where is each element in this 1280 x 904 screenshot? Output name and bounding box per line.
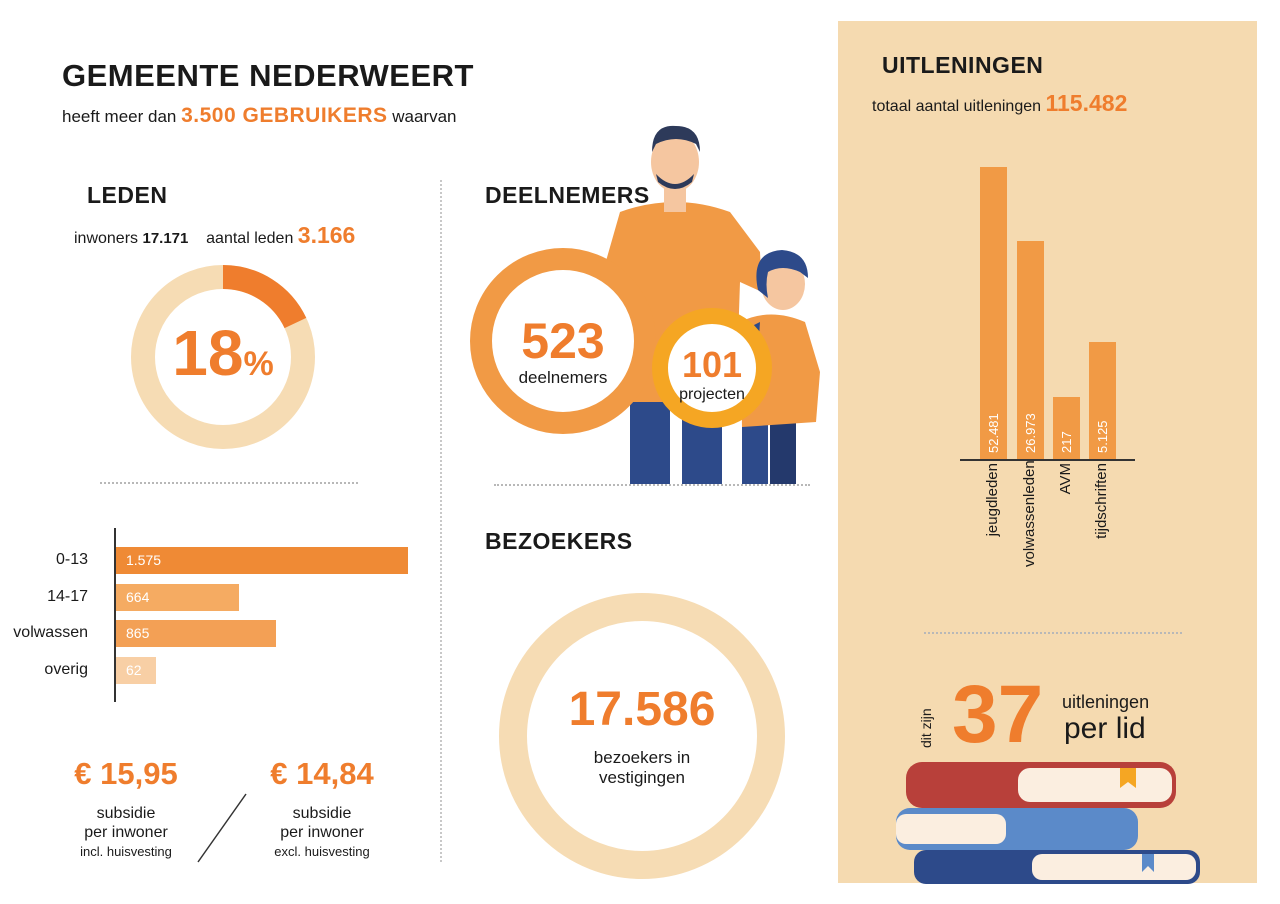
adult-beard — [656, 174, 694, 189]
subsidie-excl-line3: excl. huisvesting — [274, 844, 370, 859]
divider-leden — [100, 482, 358, 484]
subsidie-incl-line1: subsidie — [96, 805, 156, 822]
slash-divider — [197, 793, 247, 863]
divider-vertical — [440, 180, 442, 862]
per-lid-prefix: dit zijn — [918, 708, 934, 748]
uitleningen-total-value: 115.482 — [1045, 90, 1128, 116]
vbar-value-label: 217 — [1059, 431, 1074, 453]
hbar-category-label: volwassen — [13, 624, 88, 641]
page-title: GEMEENTE NEDERWEERT — [62, 58, 474, 93]
bookmark-blue-icon — [1142, 854, 1154, 872]
percentage-value: 18 — [172, 317, 244, 389]
hbar-value-label: 865 — [126, 625, 150, 641]
deelnemers-label: deelnemers — [518, 368, 608, 387]
donut-slice-leden — [131, 265, 315, 449]
leden-percentage: 18% — [127, 316, 319, 390]
hbar-bar: 62 — [116, 656, 156, 684]
bezoekers-label-line1: bezoekers in — [593, 748, 691, 767]
vbar-category-label: AVM — [1057, 463, 1074, 495]
subsidie-excl-value: € 14,84 — [270, 756, 374, 791]
projecten-ring — [652, 308, 772, 428]
vbar-value-label: 26.973 — [1023, 413, 1038, 453]
percent-sign: % — [243, 345, 274, 383]
hbar-bar: 1.575 — [116, 547, 408, 574]
adult-hair — [652, 125, 700, 152]
hbar-axis — [114, 528, 116, 702]
child-hair — [756, 250, 808, 298]
bookmark-icon — [1120, 768, 1136, 788]
deelnemers-value: 523 — [521, 313, 605, 369]
subsidie-excl-text: subsidie per inwoner excl. huisvesting — [252, 804, 392, 861]
uitleningen-total: totaal aantal uitleningen 115.482 — [872, 90, 1127, 117]
adult-face — [651, 132, 699, 192]
adult-leg-left — [630, 392, 670, 484]
uitleningen-total-label: totaal aantal uitleningen — [872, 98, 1042, 115]
aantal-leden-value: 3.166 — [297, 222, 356, 248]
child-leg-right — [770, 422, 796, 484]
uitleningen-panel — [838, 21, 1257, 883]
subtitle-pre: heeft meer dan — [62, 107, 177, 126]
vbar-bar — [1089, 341, 1116, 459]
subsidie-incl-value: € 15,95 — [74, 756, 178, 791]
bezoekers-ring — [499, 593, 785, 879]
uitleningen-heading: UITLENINGEN — [882, 52, 1044, 78]
hbar-value-label: 62 — [126, 661, 142, 678]
bezoekers-value: 17.586 — [568, 683, 716, 736]
deelnemers-heading: DEELNEMERS — [485, 182, 650, 208]
per-lid-line1: uitleningen — [1062, 692, 1150, 712]
vbar-bar — [1017, 241, 1044, 459]
subsidie-incl-line2: per inwoner — [84, 824, 168, 841]
projecten-label: projecten — [679, 386, 745, 403]
book-blue-pages — [896, 814, 1006, 844]
subsidie-excl-line1: subsidie — [292, 805, 352, 822]
bezoekers-label-line2: vestigingen — [598, 768, 685, 787]
divider-deelnemers — [494, 484, 810, 486]
divider-uitleningen — [924, 632, 1182, 634]
vbar-category-label: jeugdleden — [984, 463, 1001, 537]
bezoekers-heading: BEZOEKERS — [485, 528, 633, 554]
vbar-axis — [960, 459, 1135, 461]
vbar-bar — [980, 167, 1007, 459]
inwoners-value: 17.171 — [142, 230, 189, 247]
subsidie-incl-line3: incl. huisvesting — [80, 844, 172, 859]
subtitle-post: waarvan — [392, 107, 457, 126]
bezoekers-label: bezoekers in vestigingen — [496, 748, 788, 788]
hbar-bar: 865 — [116, 620, 277, 647]
subsidie-excl-line2: per inwoner — [280, 824, 364, 841]
per-lid-line2: per lid — [1064, 712, 1146, 745]
per-lid-value: 37 — [952, 669, 1044, 760]
vbar-category-label: tijdschriften — [1093, 463, 1110, 539]
hbar-category-label: 14-17 — [47, 587, 88, 605]
hbar-category-label: 0-13 — [55, 551, 88, 568]
subsidie-incl-text: subsidie per inwoner incl. huisvesting — [56, 804, 196, 861]
leden-donut-chart — [131, 265, 315, 449]
book-navy-pages — [1032, 854, 1196, 880]
inwoners-label: inwoners — [74, 230, 139, 247]
page-subtitle: heeft meer dan 3.500 GEBRUIKERS waarvan — [62, 104, 457, 128]
vbar-category-label: volwassenleden — [1021, 460, 1038, 567]
vbar-value-label: 52.481 — [986, 413, 1001, 453]
child-leg-left — [742, 422, 768, 484]
hbar-value-label: 1.575 — [126, 552, 162, 568]
child-face — [761, 258, 805, 310]
leden-stats: inwoners 17.171 aantal leden 3.166 — [74, 222, 355, 249]
books-illustration — [896, 762, 1200, 884]
subtitle-users-count: 3.500 GEBRUIKERS — [181, 104, 388, 127]
leden-heading: LEDEN — [87, 182, 168, 208]
hbar-value-label: 664 — [126, 588, 150, 605]
deelnemers-ring — [470, 248, 656, 434]
hbar-bar: 664 — [116, 583, 240, 611]
vbar-value-label: 5.125 — [1095, 420, 1110, 453]
projecten-value: 101 — [681, 344, 743, 385]
vbar-bar — [1053, 397, 1080, 459]
aantal-leden-label: aantal leden — [206, 230, 294, 247]
book-red-pages — [1018, 768, 1172, 802]
hbar-category-label: overig — [44, 660, 88, 678]
